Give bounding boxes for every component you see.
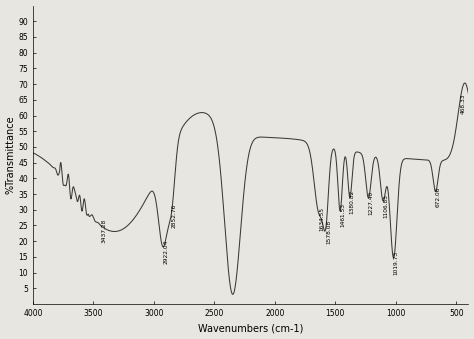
Text: 1380.82: 1380.82 — [350, 190, 355, 214]
Y-axis label: %Transmittance: %Transmittance — [6, 116, 16, 194]
Text: 1461.53: 1461.53 — [340, 203, 345, 227]
Text: 3437.28: 3437.28 — [101, 219, 106, 243]
Text: 1227.40: 1227.40 — [368, 191, 374, 215]
Text: 2852.76: 2852.76 — [172, 204, 177, 228]
X-axis label: Wavenumbers (cm-1): Wavenumbers (cm-1) — [198, 323, 303, 334]
Text: 2922.04: 2922.04 — [164, 239, 168, 264]
Text: 468.33: 468.33 — [460, 94, 465, 114]
Text: 1106.85: 1106.85 — [383, 194, 388, 218]
Text: 1634.55: 1634.55 — [319, 207, 324, 231]
Text: 672.06: 672.06 — [436, 186, 440, 206]
Text: 1578.08: 1578.08 — [326, 220, 331, 244]
Text: 1019.73: 1019.73 — [393, 251, 399, 275]
